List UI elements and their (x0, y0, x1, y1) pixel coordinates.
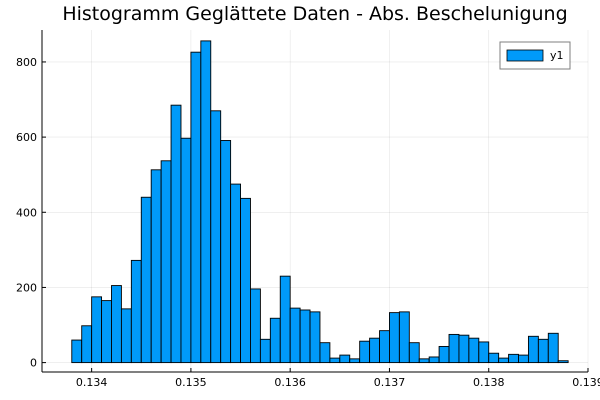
histogram-bar (190, 51, 202, 364)
histogram-bar (289, 307, 301, 364)
histogram-bar (379, 330, 390, 364)
y-tick-label: 0 (30, 357, 37, 370)
histogram-bar (180, 137, 192, 364)
histogram-bar (349, 358, 361, 364)
histogram-bar (91, 296, 103, 364)
histogram-bar (81, 325, 93, 364)
histogram-bar (200, 40, 212, 364)
histogram-bar (398, 311, 410, 364)
x-tick-label: 0.134 (76, 376, 108, 389)
histogram-bar (339, 354, 351, 364)
histogram-bar (130, 259, 142, 364)
histogram-bar (458, 334, 470, 364)
y-tick-label: 400 (16, 206, 37, 219)
histogram-bar (240, 197, 251, 364)
y-axis-ticks: 0 200 400 600 800 (16, 56, 46, 370)
histogram-bar (369, 337, 380, 364)
histogram-bar (418, 358, 430, 364)
y-tick-label: 600 (16, 131, 37, 144)
histogram-bar (329, 357, 341, 364)
histogram-bar (448, 333, 460, 364)
x-tick-label: 0.139 (572, 376, 600, 389)
histogram-bar (547, 332, 559, 364)
x-axis-ticks: 0.134 0.135 0.136 0.137 0.138 0.139 (76, 368, 600, 389)
histogram-bar (527, 335, 539, 364)
histogram-bar (518, 354, 529, 364)
legend-label: y1 (550, 49, 564, 62)
histogram-bar (359, 340, 371, 364)
axes (41, 30, 588, 373)
histogram-bar (230, 183, 241, 364)
histogram-bar (319, 342, 331, 364)
histogram-bar (508, 353, 519, 364)
histogram-bar (160, 160, 172, 364)
histogram-bar (170, 104, 182, 364)
histogram-bar (140, 196, 152, 364)
histogram-bar (101, 300, 112, 364)
histogram-bar (279, 275, 291, 364)
histogram-bar (120, 308, 132, 364)
histogram-bar (220, 140, 232, 364)
legend: y1 (499, 41, 571, 70)
x-tick-label: 0.137 (374, 376, 406, 389)
histogram-bar (537, 338, 549, 364)
histogram-bar (150, 169, 162, 364)
y-tick-label: 800 (16, 56, 37, 69)
histogram-bar (498, 357, 510, 364)
histogram-bar (210, 110, 222, 364)
x-tick-label: 0.135 (175, 376, 207, 389)
chart-title: Histogramm Geglättete Daten - Abs. Besch… (62, 3, 567, 25)
histogram-bar (438, 345, 450, 364)
histogram-bar (428, 356, 440, 364)
x-tick-label: 0.138 (473, 376, 505, 389)
histogram-bar (408, 342, 420, 364)
x-tick-label: 0.136 (274, 376, 306, 389)
histogram-bar (468, 337, 480, 364)
histogram-bar (488, 352, 500, 364)
legend-swatch (506, 49, 544, 62)
histogram-bar (111, 285, 122, 364)
histogram-bar (389, 312, 400, 364)
histogram-bars (71, 40, 569, 364)
histogram-bar (250, 288, 261, 364)
histogram-bar (259, 338, 271, 364)
histogram-bar (299, 309, 311, 364)
y-tick-label: 200 (16, 281, 37, 294)
histogram-bar (557, 360, 569, 364)
histogram-bar (71, 339, 83, 364)
histogram-bar (309, 311, 321, 364)
histogram-bar (269, 317, 281, 364)
histogram-bar (478, 341, 490, 364)
